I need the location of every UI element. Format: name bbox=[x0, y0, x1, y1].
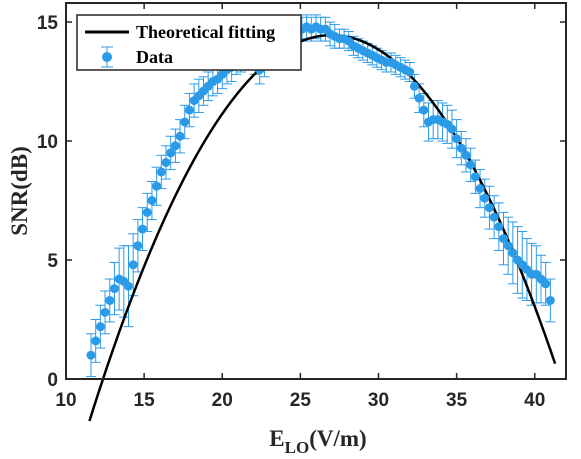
data-point bbox=[184, 105, 194, 115]
y-tick-label: 5 bbox=[47, 251, 58, 272]
data-point bbox=[447, 124, 457, 134]
data-point bbox=[105, 295, 115, 305]
data-point bbox=[128, 260, 138, 270]
x-axis-label-unit: (V/m) bbox=[309, 426, 366, 451]
data-point bbox=[91, 336, 101, 346]
legend-data-marker bbox=[102, 52, 112, 62]
data-point bbox=[152, 181, 162, 191]
data-point bbox=[180, 117, 190, 127]
data-point bbox=[161, 157, 171, 167]
fit-curve-group bbox=[88, 33, 557, 422]
legend-box bbox=[76, 14, 302, 71]
data-point bbox=[414, 93, 424, 103]
legend-fit-label: Theoretical fitting bbox=[136, 22, 275, 42]
legend: Theoretical fitting Data bbox=[76, 14, 302, 71]
data-point bbox=[100, 307, 110, 317]
data-point bbox=[461, 150, 471, 160]
data-point bbox=[405, 67, 415, 77]
data-point bbox=[503, 241, 513, 251]
data-point bbox=[86, 350, 96, 360]
data-point bbox=[109, 284, 119, 294]
y-axis-label: SNR(dB) bbox=[7, 146, 32, 235]
x-tick-label: 40 bbox=[524, 390, 545, 411]
x-tick-label: 15 bbox=[134, 390, 156, 411]
data-point bbox=[484, 203, 494, 213]
data-point bbox=[452, 134, 462, 144]
plot-frame bbox=[65, 2, 567, 380]
data-point bbox=[489, 212, 499, 222]
axis-ticks: 10 15 20 25 30 35 40 0 5 10 15 bbox=[37, 3, 566, 411]
y-tick-label: 15 bbox=[37, 13, 59, 34]
data-point bbox=[499, 234, 508, 244]
data-point bbox=[508, 248, 518, 258]
data-point bbox=[466, 160, 476, 170]
data-point bbox=[419, 105, 429, 115]
data-point bbox=[156, 167, 166, 177]
data-point bbox=[138, 224, 148, 234]
x-tick-label: 10 bbox=[55, 390, 76, 411]
data-point bbox=[175, 131, 185, 141]
data-point bbox=[541, 279, 551, 289]
data-point bbox=[409, 81, 419, 91]
fit-curve bbox=[88, 33, 557, 422]
data-point bbox=[494, 222, 504, 232]
data-point bbox=[475, 184, 485, 194]
data-point bbox=[170, 141, 180, 151]
data-point bbox=[480, 193, 490, 203]
y-tick-label: 0 bbox=[47, 370, 58, 391]
data-point bbox=[470, 172, 480, 182]
data-point bbox=[456, 143, 466, 153]
x-tick-label: 30 bbox=[368, 390, 389, 411]
data-point bbox=[133, 241, 143, 251]
x-tick-label: 25 bbox=[290, 390, 312, 411]
data-point bbox=[147, 196, 157, 206]
x-tick-label: 20 bbox=[212, 390, 233, 411]
x-axis-label-sub: LO bbox=[285, 438, 310, 457]
legend-data-label: Data bbox=[136, 47, 173, 67]
x-axis-label: ELO(V/m) bbox=[269, 426, 366, 457]
data-point bbox=[124, 281, 133, 291]
data-point bbox=[95, 322, 105, 332]
y-tick-label: 10 bbox=[37, 132, 58, 153]
data-point bbox=[545, 295, 555, 305]
x-axis-label-main: E bbox=[269, 426, 284, 451]
data-point bbox=[142, 207, 152, 217]
data-point bbox=[166, 148, 176, 158]
x-tick-label: 35 bbox=[446, 390, 468, 411]
